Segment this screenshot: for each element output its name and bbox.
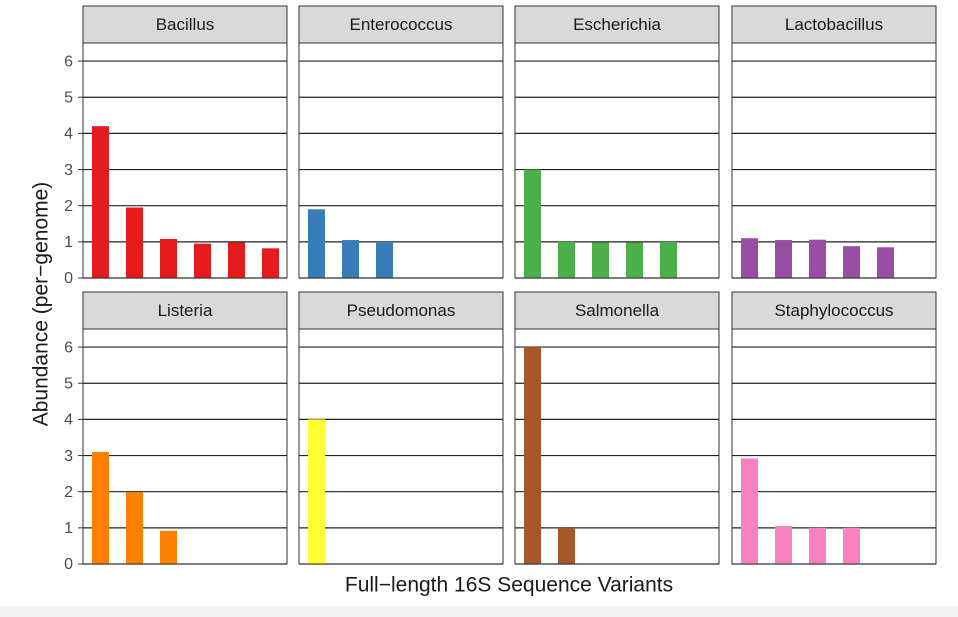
panel-plot-area — [82, 42, 288, 279]
panel-escherichia: Escherichia — [514, 5, 720, 279]
panel-plot-area — [731, 42, 937, 279]
panel-plot-area — [514, 42, 720, 279]
bar-enterococcus-2 — [342, 240, 359, 278]
y-tick-label: 2 — [64, 198, 73, 215]
y-tick-label: 1 — [64, 520, 73, 537]
bar-staphylococcus-4 — [843, 527, 860, 564]
bar-bacillus-6 — [262, 248, 279, 278]
panel-border — [82, 42, 288, 279]
bar-lactobacillus-3 — [809, 239, 826, 278]
panel-enterococcus: Enterococcus — [298, 5, 504, 279]
panel-title: Staphylococcus — [774, 301, 893, 320]
bar-escherichia-2 — [558, 241, 575, 278]
y-tick-label: 3 — [64, 162, 73, 179]
panel-title: Enterococcus — [350, 15, 453, 34]
y-axis-title: Abundance (per−genome) — [30, 182, 53, 427]
bar-bacillus-3 — [160, 238, 177, 278]
panel-title: Salmonella — [575, 301, 660, 320]
panel-border — [731, 42, 937, 279]
bar-lactobacillus-5 — [877, 247, 894, 278]
panel-title: Bacillus — [156, 15, 215, 34]
panel-strip — [514, 5, 720, 44]
panel-border — [298, 328, 504, 565]
bar-enterococcus-3 — [376, 241, 393, 278]
panel-title: Lactobacillus — [785, 15, 883, 34]
panel-border — [731, 328, 937, 565]
bottom-band — [0, 606, 958, 617]
bar-escherichia-1 — [524, 169, 541, 278]
y-tick-label: 2 — [64, 484, 73, 501]
bar-escherichia-3 — [592, 242, 609, 278]
bar-listeria-3 — [160, 530, 177, 564]
panel-border — [298, 42, 504, 279]
y-axis-layer: 0 1 2 3 4 5 6 0 1 2 3 4 5 6 — [64, 53, 83, 573]
y-tick-label: 4 — [64, 126, 73, 143]
panel-strip — [731, 5, 937, 44]
y-tick-label: 0 — [64, 270, 73, 287]
panel-plot-area — [298, 328, 504, 565]
panel-plot-area — [731, 328, 937, 565]
y-tick-label: 6 — [64, 339, 73, 356]
bar-salmonella-1 — [524, 347, 541, 564]
y-tick-label: 6 — [64, 53, 73, 70]
panel-strip — [298, 291, 504, 330]
bar-bacillus-2 — [126, 207, 143, 278]
panel-lactobacillus: Lactobacillus — [731, 5, 937, 279]
panels-layer: Bacillus Enterococcus Escherichia Lactobaci… — [82, 5, 937, 565]
bar-staphylococcus-3 — [809, 527, 826, 564]
panel-bacillus: Bacillus — [82, 5, 288, 279]
y-tick-label: 4 — [64, 412, 73, 429]
bar-staphylococcus-1 — [741, 458, 758, 564]
bar-bacillus-1 — [92, 126, 109, 279]
bar-bacillus-5 — [228, 242, 245, 278]
panel-strip — [731, 291, 937, 330]
panel-pseudomonas: Pseudomonas — [298, 291, 504, 565]
bar-lactobacillus-4 — [843, 246, 860, 278]
bar-salmonella-2 — [558, 527, 575, 564]
bar-enterococcus-1 — [308, 209, 325, 278]
y-tick-label: 0 — [64, 556, 73, 573]
bar-lactobacillus-2 — [775, 240, 792, 278]
panel-plot-area — [82, 328, 288, 565]
y-tick-label: 1 — [64, 234, 73, 251]
panel-staphylococcus: Staphylococcus — [731, 291, 937, 565]
panel-border — [82, 328, 288, 565]
panel-title: Listeria — [158, 301, 213, 320]
panel-strip — [514, 291, 720, 330]
panel-title: Pseudomonas — [347, 301, 456, 320]
y-tick-label: 5 — [64, 89, 73, 106]
bar-bacillus-4 — [194, 243, 211, 278]
y-tick-label: 3 — [64, 448, 73, 465]
panel-strip — [82, 291, 288, 330]
panel-plot-area — [514, 328, 720, 565]
panel-border — [514, 328, 720, 565]
bar-escherichia-5 — [660, 241, 677, 278]
bar-escherichia-4 — [626, 242, 643, 278]
bar-listeria-2 — [126, 492, 143, 564]
panel-strip — [82, 5, 288, 44]
bar-pseudomonas-1 — [308, 419, 325, 564]
panel-salmonella: Salmonella — [514, 291, 720, 565]
panel-title: Escherichia — [573, 15, 661, 34]
panel-listeria: Listeria — [82, 291, 288, 565]
panel-plot-area — [298, 42, 504, 279]
bar-listeria-1 — [92, 451, 109, 564]
panel-strip — [298, 5, 504, 44]
bar-lactobacillus-1 — [741, 238, 758, 278]
y-tick-label: 5 — [64, 375, 73, 392]
x-axis-title: Full−length 16S Sequence Variants — [345, 574, 673, 597]
panel-border — [514, 42, 720, 279]
bar-staphylococcus-2 — [775, 526, 792, 564]
